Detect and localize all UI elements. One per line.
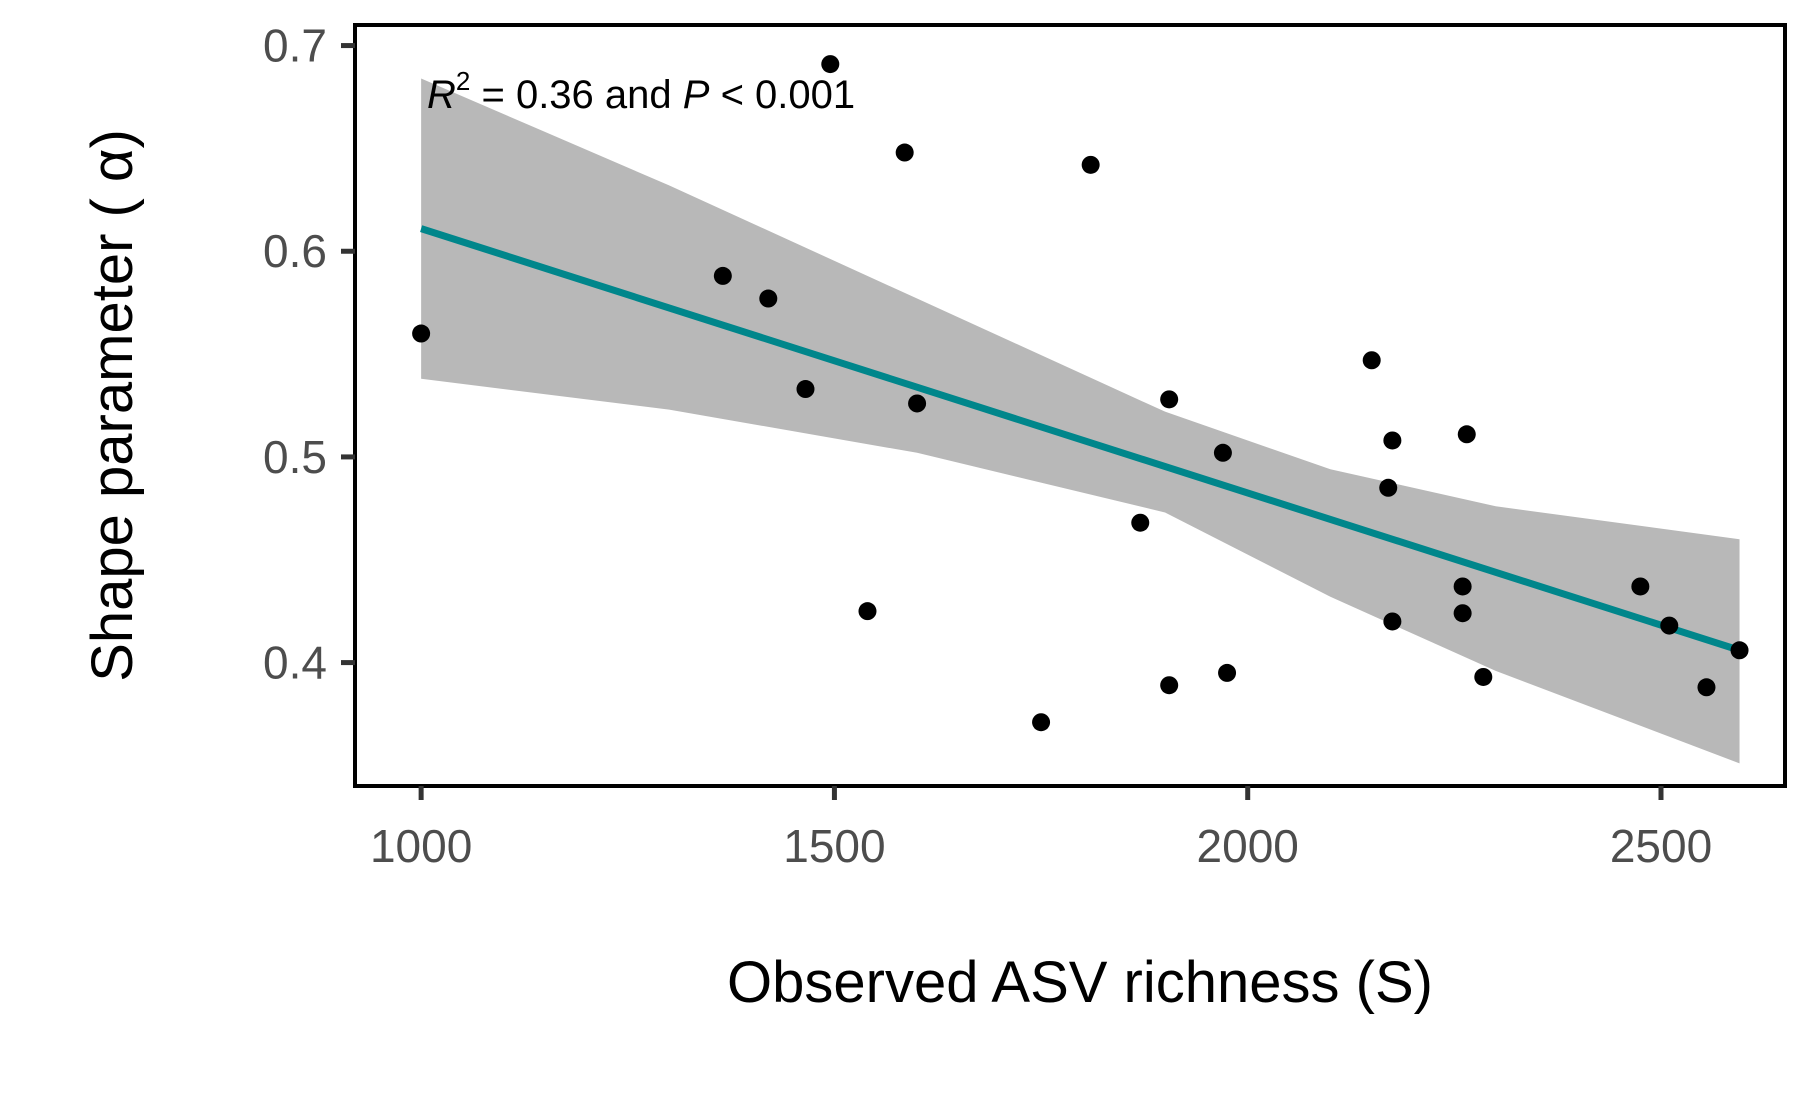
confidence-band — [421, 78, 1740, 764]
data-point — [1457, 425, 1476, 444]
regression-line — [420, 225, 1741, 654]
x-tick-label: 2000 — [1197, 820, 1299, 872]
plot-panel-border — [353, 23, 1787, 788]
x-tick-label: 2500 — [1610, 820, 1712, 872]
data-point — [1697, 678, 1716, 697]
annotation-p-symbol: P — [683, 73, 710, 117]
data-point — [908, 394, 927, 413]
x-tick-label: 1500 — [783, 820, 885, 872]
y-tick-label: 0.6 — [263, 225, 327, 277]
annotation-r-exponent: 2 — [456, 66, 470, 96]
confidence-band-layer — [421, 78, 1740, 764]
fit-line-layer — [420, 225, 1741, 654]
data-point — [821, 55, 840, 74]
y-axis-ticks: 0.4 0.5 0.6 0.7 — [263, 20, 355, 689]
annotation-r-symbol: R — [427, 73, 456, 117]
annotation-tail: < 0.001 — [709, 73, 855, 117]
data-point — [1160, 390, 1179, 409]
x-axis-ticks: 1000 1500 2000 2500 — [370, 786, 1712, 872]
data-point — [713, 266, 732, 285]
data-point — [412, 324, 431, 343]
y-tick-label: 0.4 — [263, 637, 327, 689]
data-point — [1160, 676, 1179, 695]
data-point — [796, 380, 815, 399]
data-point — [1730, 641, 1749, 660]
data-point — [1474, 667, 1493, 686]
data-point — [858, 602, 877, 621]
data-point — [1660, 616, 1679, 635]
y-tick-label: 0.5 — [263, 431, 327, 483]
points-layer — [412, 55, 1749, 732]
data-point — [1032, 713, 1051, 732]
data-point — [1131, 513, 1150, 532]
data-point — [1383, 612, 1402, 631]
data-point — [759, 289, 778, 308]
data-point — [895, 143, 914, 162]
x-tick-label: 1000 — [370, 820, 472, 872]
y-axis-title: Shape parameter ( α) — [80, 129, 145, 682]
data-point — [1379, 478, 1398, 497]
data-point — [1631, 577, 1650, 596]
data-point — [1362, 351, 1381, 370]
y-tick-label: 0.7 — [263, 20, 327, 72]
data-point — [1453, 577, 1472, 596]
data-point — [1453, 604, 1472, 623]
annotation-middle: = 0.36 and — [470, 73, 682, 117]
data-point — [1383, 431, 1402, 450]
data-point — [1081, 155, 1100, 174]
stats-annotation: R2 = 0.36 and P < 0.001 — [427, 66, 855, 117]
data-point — [1218, 663, 1237, 682]
x-axis-title: Observed ASV richness (S) — [727, 950, 1433, 1015]
data-point — [1213, 443, 1232, 462]
